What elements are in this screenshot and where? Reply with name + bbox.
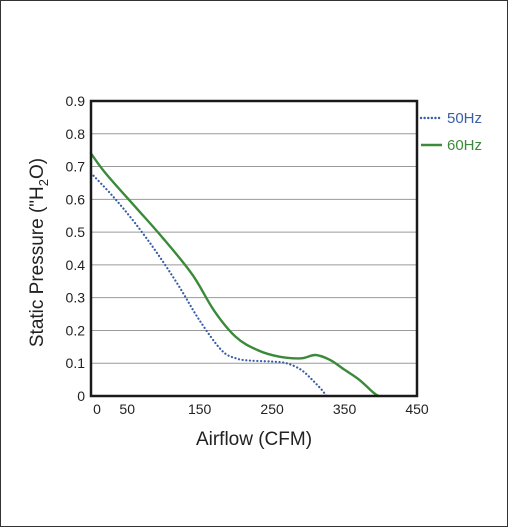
x-tick-label: 50: [119, 401, 135, 417]
legend: 50Hz 60Hz: [419, 110, 482, 154]
y-tick-label: 0.6: [66, 191, 86, 207]
x-tick-label: 450: [405, 401, 429, 417]
x-tick-labels: 0 50 150 250 350 450: [93, 401, 429, 417]
y-tick-label: 0.5: [66, 224, 86, 240]
series-line-50Hz: [89, 172, 328, 398]
y-tick-label: 0.3: [66, 290, 86, 306]
grid-layer: [91, 133, 417, 364]
series-layer: [89, 152, 380, 398]
y-tick-label: 0.2: [66, 322, 86, 338]
plot-area-border: [89, 99, 419, 398]
legend-label-60Hz: 60Hz: [447, 137, 482, 154]
y-tick-label: 0.8: [66, 126, 86, 142]
legend-label-50Hz: 50Hz: [447, 110, 482, 127]
x-tick-label: 350: [333, 401, 357, 417]
y-axis-title-subscript: 2: [36, 179, 51, 186]
y-tick-label: 0.4: [66, 257, 86, 273]
y-tick-label: 0.9: [66, 93, 86, 109]
y-tick-labels: 0 0.1 0.2 0.3 0.4 0.5 0.6 0.7 0.8 0.9: [66, 93, 86, 404]
y-axis-title-suffix: O): [27, 158, 48, 179]
y-axis-title: Static Pressure ("H2O): [27, 158, 51, 347]
y-tick-label: 0.7: [66, 159, 86, 175]
series-line-60Hz: [89, 152, 380, 398]
y-tick-label: 0: [77, 388, 85, 404]
x-tick-label: 150: [188, 401, 212, 417]
x-axis-title: Airflow (CFM): [196, 429, 312, 450]
x-tick-label: 0: [93, 401, 101, 417]
x-tick-label: 250: [260, 401, 284, 417]
y-tick-label: 0.1: [66, 355, 86, 371]
y-axis-title-prefix: Static Pressure ("H: [27, 186, 48, 347]
